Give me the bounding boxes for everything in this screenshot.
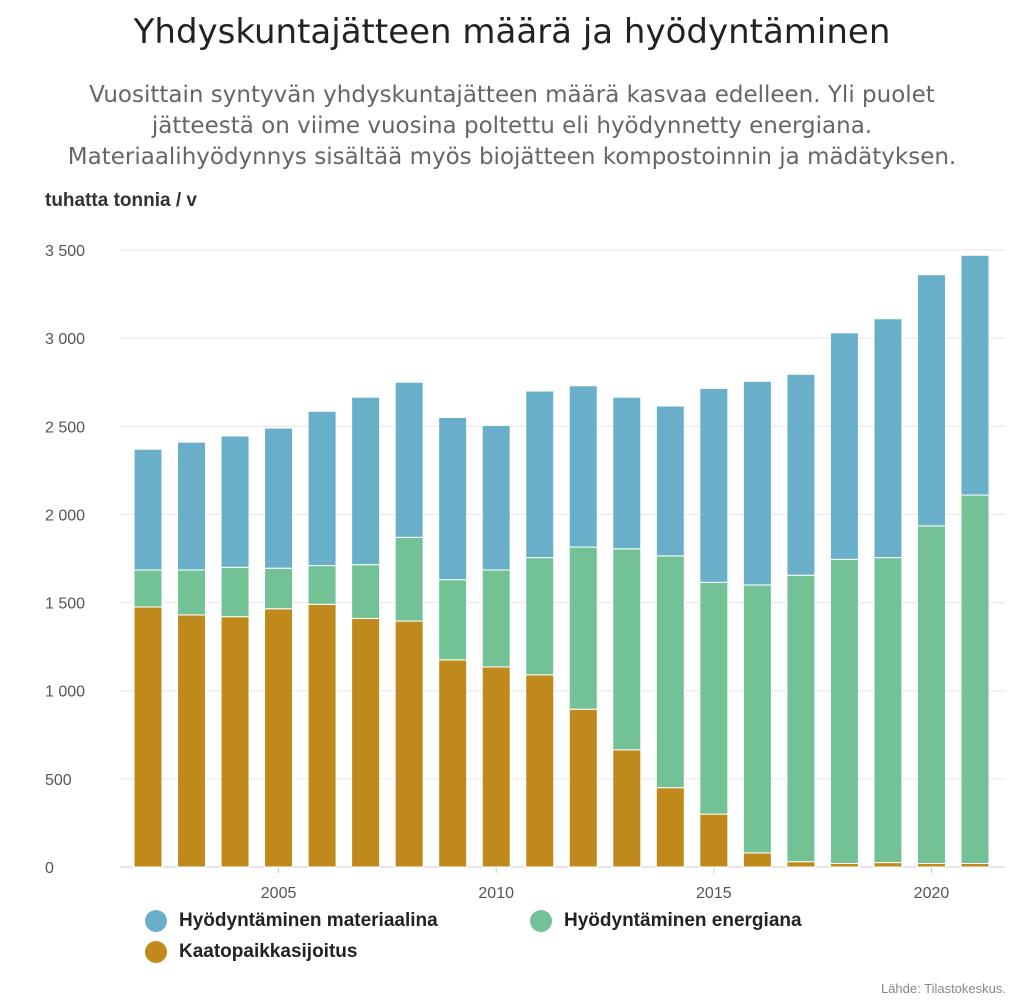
legend-swatch-icon: [530, 910, 552, 932]
bar-segment: [786, 574, 816, 863]
legend-swatch-icon: [145, 910, 167, 932]
bar-segment: [960, 862, 990, 868]
bar-segment: [742, 380, 772, 586]
x-tick-label: 2020: [914, 885, 950, 902]
bar-segment: [220, 435, 250, 568]
bar-segment: [264, 567, 294, 610]
bar-segment: [264, 427, 294, 569]
bar-segment: [133, 569, 163, 608]
bar-segment: [133, 448, 163, 571]
bar-segment: [873, 318, 903, 559]
bar-segment: [829, 558, 859, 864]
bar-segment: [699, 813, 729, 868]
bar-segment: [177, 614, 207, 868]
bar-segment: [264, 608, 294, 868]
y-tick-label: 3 500: [45, 243, 85, 260]
y-tick-label: 2 000: [45, 507, 85, 524]
bar-segment: [699, 387, 729, 583]
bar-segment: [916, 274, 946, 527]
bar-segment: [786, 861, 816, 868]
bar-segment: [351, 396, 381, 566]
y-tick-label: 500: [45, 772, 72, 789]
y-tick-label: 1 000: [45, 684, 85, 701]
bar-segment: [742, 584, 772, 854]
legend-label: Hyödyntäminen materiaalina: [179, 910, 438, 931]
chart-subtitle: Vuosittain syntyvän yhdyskuntajätteen mä…: [67, 82, 957, 170]
bar-segment: [829, 862, 859, 868]
bar-segment: [612, 396, 642, 550]
legend-swatch-icon: [145, 941, 167, 963]
bar-segment: [873, 557, 903, 864]
bar-segment: [438, 579, 468, 661]
bar-segment: [351, 617, 381, 868]
bar-segment: [177, 569, 207, 616]
x-tick-label: 2010: [478, 885, 514, 902]
bar-segment: [612, 548, 642, 751]
bar-segment: [960, 494, 990, 864]
bar-segment: [655, 787, 685, 868]
y-tick-label: 0: [45, 860, 54, 877]
bar-segment: [916, 862, 946, 868]
bar-segment: [873, 862, 903, 868]
bar-segment: [525, 674, 555, 868]
bar-segment: [307, 410, 337, 567]
bar-segment: [568, 708, 598, 868]
bar-segment: [394, 381, 424, 538]
bar-segment: [481, 569, 511, 668]
legend-item-energy[interactable]: Hyödyntäminen energiana: [530, 910, 802, 932]
bar-segment: [786, 373, 816, 576]
chart-title: Yhdyskuntajätteen määrä ja hyödyntäminen: [133, 12, 891, 52]
bar-segment: [525, 390, 555, 559]
bar-segment: [960, 254, 990, 496]
bar-segment: [655, 555, 685, 789]
y-tick-label: 3 000: [45, 331, 85, 348]
bar-segment: [394, 620, 424, 868]
bar-segment: [438, 416, 468, 581]
bar-segment: [307, 565, 337, 605]
bar-segment: [220, 616, 250, 868]
bar-segment: [699, 581, 729, 815]
bar-segment: [568, 385, 598, 548]
bar-segment: [612, 749, 642, 868]
bar-segment: [394, 536, 424, 622]
bar-segment: [916, 525, 946, 864]
bar-segment: [351, 564, 381, 619]
bar-segment: [177, 441, 207, 571]
bar-segment: [307, 603, 337, 868]
y-axis-label: tuhatta tonnia / v: [45, 190, 197, 211]
y-tick-label: 2 500: [45, 419, 85, 436]
x-tick-label: 2015: [696, 885, 732, 902]
bar-segment: [133, 606, 163, 868]
source-note: Lähde: Tilastokeskus.: [880, 981, 1006, 996]
bar-segment: [481, 666, 511, 868]
legend-label: Hyödyntäminen energiana: [564, 910, 802, 931]
bar-segment: [525, 557, 555, 676]
x-tick-label: 2005: [261, 885, 297, 902]
bar-segment: [568, 546, 598, 710]
bar-segment: [220, 566, 250, 618]
legend-label: Kaatopaikkasijoitus: [179, 941, 358, 962]
bar-segment: [829, 332, 859, 560]
y-tick-label: 1 500: [45, 596, 85, 613]
bar-segment: [481, 424, 511, 571]
bar-segment: [655, 405, 685, 557]
bar-segment: [742, 852, 772, 868]
legend-item-landfill[interactable]: Kaatopaikkasijoitus: [145, 941, 357, 963]
bar-segment: [438, 659, 468, 868]
legend-item-material[interactable]: Hyödyntäminen materiaalina: [145, 910, 438, 932]
